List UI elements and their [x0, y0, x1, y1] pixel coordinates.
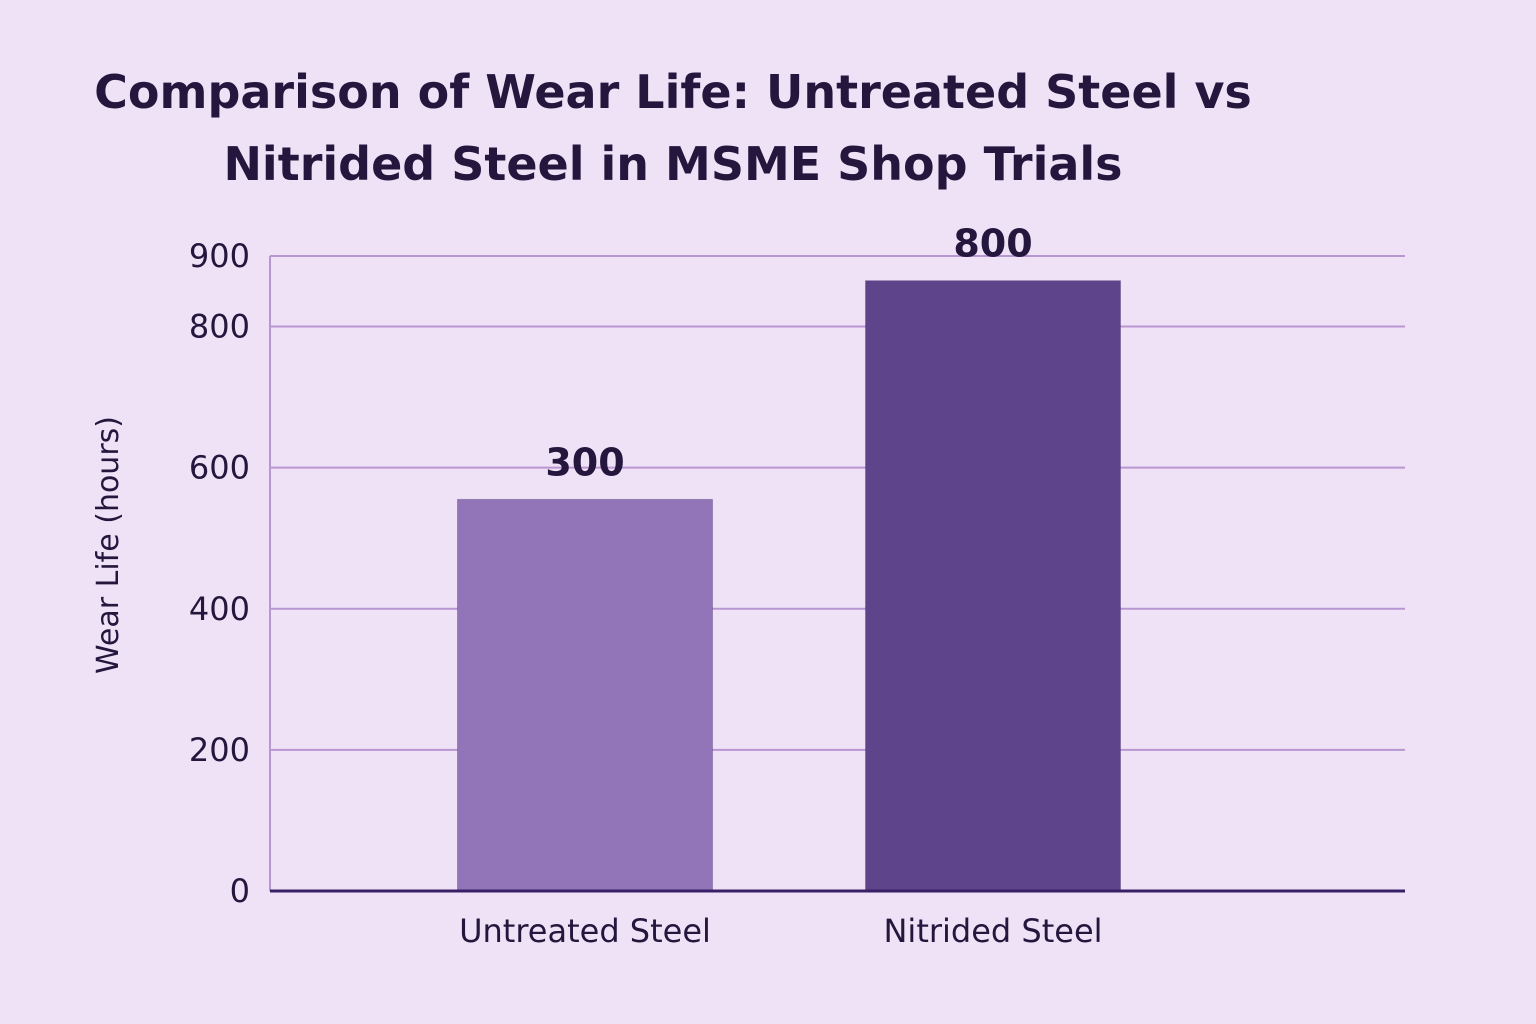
x-tick-label: Nitrided Steel	[883, 912, 1102, 950]
chart-title: Comparison of Wear Life: Untreated Steel…	[0, 56, 1346, 200]
bar-nitrided-steel	[865, 280, 1121, 892]
chart-title-line-2: Nitrided Steel in MSME Shop Trials	[223, 137, 1123, 191]
y-tick-label: 200	[189, 731, 250, 769]
data-label: 800	[953, 222, 1032, 266]
y-tick-label: 400	[189, 590, 250, 628]
data-label: 300	[545, 440, 624, 484]
x-tick-label: Untreated Steel	[459, 912, 711, 950]
y-tick-label: 600	[189, 449, 250, 487]
gridlines	[270, 255, 1405, 751]
labels: 0 200 400 600 800 900 300 Untreated Steel 800 Nit…	[189, 222, 1103, 950]
y-axis-title: Wear Life (hours)	[91, 416, 126, 674]
chart-title-line-1: Comparison of Wear Life: Untreated Steel…	[94, 65, 1252, 119]
y-tick-label: 800	[189, 308, 250, 346]
y-tick-label: 900	[189, 237, 250, 275]
axes	[269, 256, 1405, 893]
bars	[457, 280, 1121, 892]
y-tick-label: 0	[230, 872, 250, 910]
bar-untreated-steel	[457, 498, 713, 892]
